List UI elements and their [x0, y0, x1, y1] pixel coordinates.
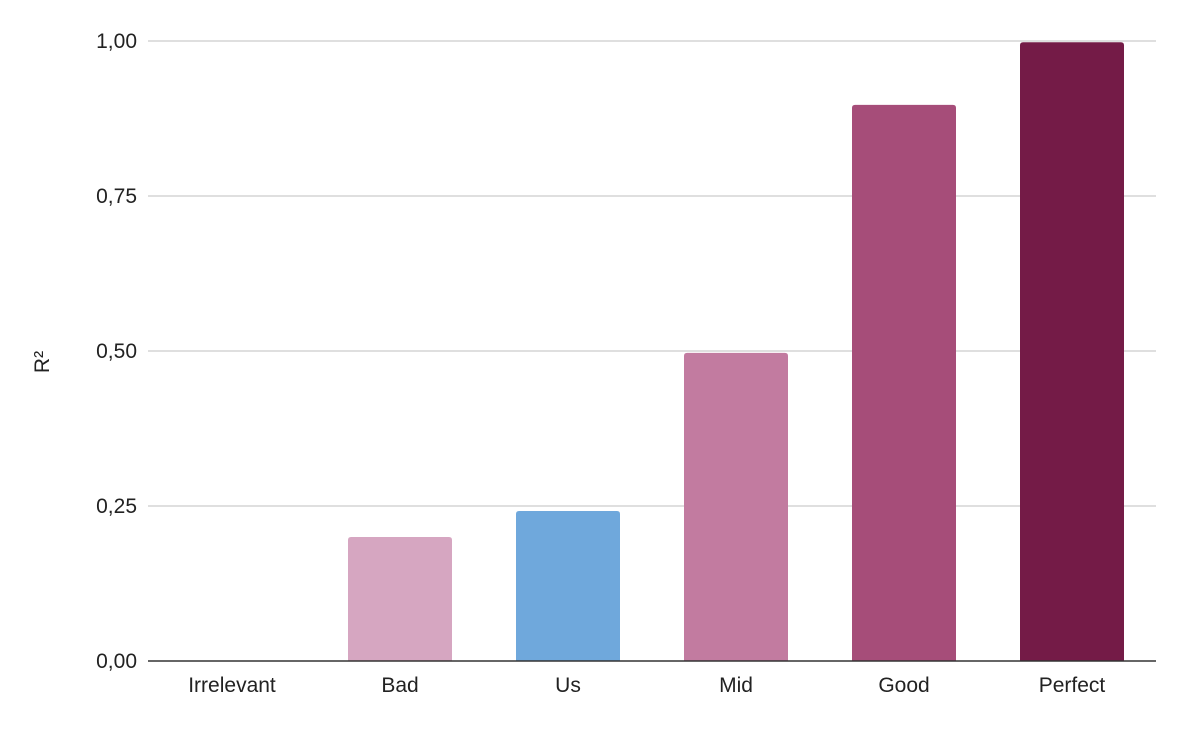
x-tick-label: Mid: [719, 674, 753, 697]
bar-perfect: [1020, 42, 1124, 662]
y-tick-label: 0,75: [96, 185, 137, 208]
x-tick-label: Irrelevant: [188, 674, 276, 697]
y-tick-labels: 0,00 0,25 0,50 0,75 1,00: [96, 30, 137, 673]
bar-mid: [684, 352, 788, 661]
x-tick-label: Good: [878, 674, 929, 697]
x-tick-label: Perfect: [1039, 674, 1106, 697]
y-tick-label: 0,00: [96, 650, 137, 673]
bar-good: [852, 104, 956, 662]
x-tick-labels: Irrelevant Bad Us Mid Good Perfect: [188, 674, 1105, 697]
y-tick-label: 0,50: [96, 340, 137, 363]
y-tick-label: 0,25: [96, 495, 137, 518]
y-tick-label: 1,00: [96, 30, 137, 53]
gridlines: [148, 40, 1156, 507]
bar-bad: [348, 537, 452, 661]
bar-us: [516, 510, 620, 661]
y-axis-title: R²: [31, 351, 54, 373]
x-tick-label: Us: [555, 674, 581, 697]
x-tick-label: Bad: [381, 674, 418, 697]
bars: [348, 42, 1124, 662]
